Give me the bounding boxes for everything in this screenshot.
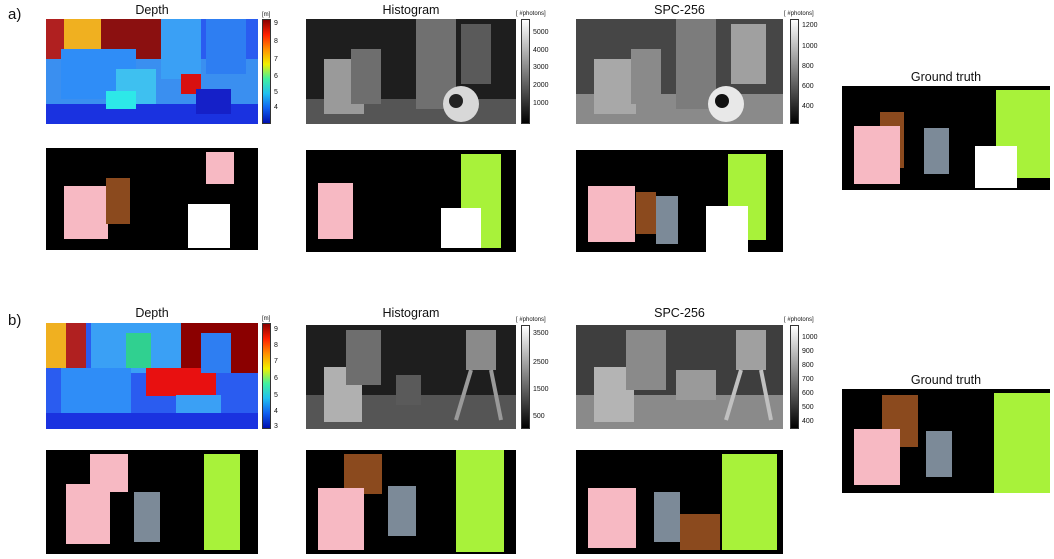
segment-pink-small	[206, 152, 234, 184]
depth-tick-b-0: 9	[274, 326, 278, 333]
segment-lime	[994, 393, 1050, 493]
depth-title-b: Depth	[135, 306, 169, 320]
depth-tick-a-1: 8	[274, 38, 278, 45]
segment-lime	[204, 454, 240, 550]
depth-tick-a-4: 5	[274, 89, 278, 96]
spc-image-a	[576, 19, 783, 124]
segment-pink	[854, 126, 900, 184]
spc-tick-a-1: 1000	[802, 43, 818, 50]
spc-tick-b-3: 700	[802, 376, 814, 383]
segment-white	[706, 206, 748, 252]
histogram-colorbar-a	[521, 19, 530, 124]
depth-map-b	[46, 323, 258, 429]
spc-segmentation-b	[576, 450, 783, 554]
row-a-label: a)	[8, 6, 22, 23]
histogram-title-a: Histogram	[382, 3, 440, 17]
segment-lime	[456, 450, 504, 552]
spc-title-a: SPC-256	[654, 3, 705, 17]
spc-tick-b-0: 1000	[802, 334, 818, 341]
segment-pink	[64, 186, 108, 239]
histogram-tick-b-3: 500	[533, 413, 545, 420]
spc-tick-b-1: 900	[802, 348, 814, 355]
histogram-colorbar-b	[521, 325, 530, 429]
spc-colorbar-unit-b: [ #photons]	[784, 317, 814, 323]
depth-tick-b-2: 7	[274, 358, 278, 365]
segment-brown	[636, 192, 656, 234]
histogram-colorbar-unit-b: [ #photons]	[516, 317, 546, 323]
histogram-segmentation-b	[306, 450, 516, 554]
spc-tick-b-4: 600	[802, 390, 814, 397]
segment-brown	[106, 178, 130, 224]
segment-slate	[924, 128, 949, 174]
histogram-colorbar-unit-a: [ #photons]	[516, 11, 546, 17]
depth-colorbar-unit-a: [m]	[262, 12, 271, 18]
histogram-tick-b-1: 2500	[533, 359, 549, 366]
segment-white	[975, 146, 1017, 188]
segment-brown	[344, 454, 382, 494]
depth-segmentation-b	[46, 450, 258, 554]
depth-tick-b-1: 8	[274, 342, 278, 349]
depth-tick-b-3: 6	[274, 375, 278, 382]
histogram-tick-b-2: 1500	[533, 386, 549, 393]
segment-pink-upper	[90, 454, 128, 492]
depth-tick-a-0: 9	[274, 20, 278, 27]
histogram-title-b: Histogram	[382, 306, 440, 320]
ground-truth-a	[842, 86, 1050, 190]
spc-tick-a-4: 400	[802, 103, 814, 110]
spc-colorbar-a	[790, 19, 799, 124]
depth-tick-b-6: 3	[274, 423, 278, 430]
spc-tick-b-6: 400	[802, 418, 814, 425]
histogram-tick-a-2: 3000	[533, 64, 549, 71]
spc-colorbar-b	[790, 325, 799, 429]
histogram-tick-a-0: 5000	[533, 29, 549, 36]
ground-truth-title-a: Ground truth	[910, 70, 982, 84]
segment-brown	[680, 514, 720, 550]
depth-tick-a-2: 7	[274, 56, 278, 63]
depth-colorbar-unit-b: [m]	[262, 316, 271, 322]
histogram-image-a	[306, 19, 516, 124]
depth-tick-b-5: 4	[274, 408, 278, 415]
depth-tick-a-5: 4	[274, 104, 278, 111]
histogram-tick-a-4: 1000	[533, 100, 549, 107]
spc-image-b	[576, 325, 783, 429]
histogram-tick-a-3: 2000	[533, 82, 549, 89]
histogram-image-b	[306, 325, 516, 429]
spc-tick-a-2: 800	[802, 63, 814, 70]
spc-segmentation-a	[576, 150, 783, 252]
spc-colorbar-unit-a: [ #photons]	[784, 11, 814, 17]
depth-colorbar-b	[262, 323, 271, 429]
spc-title-b: SPC-256	[654, 306, 705, 320]
segment-pink	[318, 488, 364, 550]
spc-tick-b-5: 500	[802, 404, 814, 411]
depth-tick-a-3: 6	[274, 73, 278, 80]
segment-slate	[656, 196, 678, 244]
segment-lime	[722, 454, 777, 550]
segment-slate	[926, 431, 952, 477]
segment-pink	[854, 429, 900, 485]
ground-truth-title-b: Ground truth	[910, 373, 982, 387]
depth-tick-b-4: 5	[274, 392, 278, 399]
segment-pink	[588, 186, 635, 242]
segment-white	[441, 208, 481, 248]
spc-tick-b-2: 800	[802, 362, 814, 369]
segment-slate	[134, 492, 160, 542]
depth-segmentation-a	[46, 148, 258, 250]
segment-pink	[66, 484, 110, 544]
histogram-segmentation-a	[306, 150, 516, 252]
spc-tick-a-0: 1200	[802, 22, 818, 29]
ground-truth-b	[842, 389, 1050, 493]
depth-map-a	[46, 19, 258, 124]
segment-white	[188, 204, 230, 248]
segment-slate	[388, 486, 416, 536]
depth-colorbar-a	[262, 19, 271, 124]
row-b-label: b)	[8, 312, 22, 329]
spc-tick-a-3: 600	[802, 83, 814, 90]
segment-pink	[588, 488, 636, 548]
segment-slate	[654, 492, 680, 542]
histogram-tick-a-1: 4000	[533, 47, 549, 54]
histogram-tick-b-0: 3500	[533, 330, 549, 337]
segment-pink	[318, 183, 353, 239]
depth-title-a: Depth	[135, 3, 169, 17]
